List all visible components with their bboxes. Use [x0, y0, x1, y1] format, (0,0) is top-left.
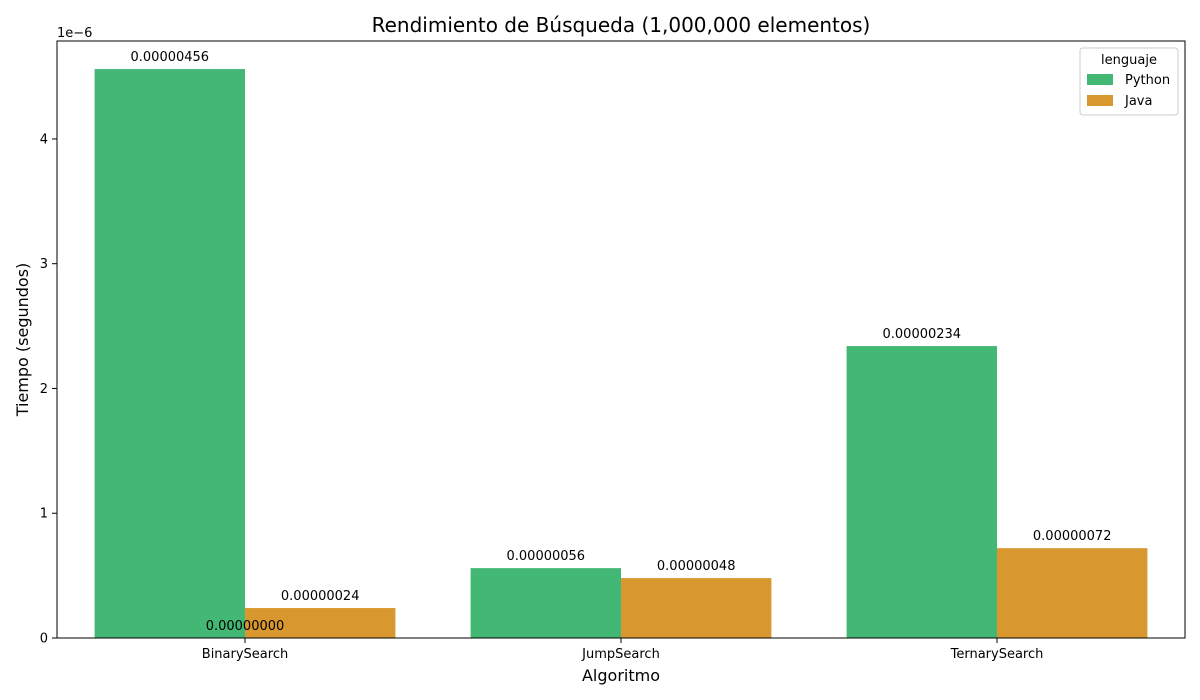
legend: lenguaje Python Java [1079, 47, 1179, 116]
bars-group [94, 69, 1148, 638]
legend-swatch-python [1087, 74, 1113, 85]
y-axis-label: Tiempo (segundos) [13, 263, 32, 418]
bar-value-label: 0.00000024 [281, 589, 360, 604]
chart-title: Rendimiento de Búsqueda (1,000,000 eleme… [372, 13, 871, 37]
legend-title: lenguaje [1101, 53, 1157, 68]
x-axis-label: Algoritmo [582, 666, 660, 685]
bar-python-ternarysearch [846, 346, 997, 638]
legend-label-java: Java [1124, 94, 1152, 109]
y-tick-label: 0 [40, 632, 48, 647]
bar-value-label: 0.00000056 [507, 549, 586, 564]
bar-java-ternarysearch [997, 548, 1148, 638]
y-axis-ticks: 0 1 2 3 4 [40, 132, 57, 647]
bar-python-jumpsearch [470, 568, 621, 638]
legend-swatch-java [1087, 95, 1113, 106]
y-tick-label: 3 [40, 257, 48, 272]
bar-labels-group: 0.00000456 0.00000056 0.00000234 0.00000024… [131, 50, 1112, 634]
bar-value-label: 0.00000234 [883, 327, 962, 342]
y-tick-label: 1 [40, 507, 48, 522]
legend-items: Python Java [1087, 73, 1170, 109]
bar-python-binarysearch [94, 69, 245, 638]
x-tick-label: TernarySearch [950, 647, 1044, 662]
y-axis-multiplier: 1e−6 [57, 26, 92, 41]
y-tick-label: 4 [40, 132, 48, 147]
bar-java-jumpsearch [621, 578, 772, 638]
legend-label-python: Python [1125, 73, 1170, 88]
x-tick-label: BinarySearch [202, 647, 288, 662]
x-axis-ticks: BinarySearch JumpSearch TernarySearch [202, 638, 1044, 662]
bar-value-label: 0.00000072 [1033, 529, 1112, 544]
zero-value-label: 0.00000000 [206, 619, 285, 634]
y-tick-label: 2 [40, 382, 48, 397]
bar-value-label: 0.00000048 [657, 559, 736, 574]
x-tick-label: JumpSearch [581, 647, 660, 662]
bar-java-binarysearch [245, 608, 396, 638]
bar-value-label: 0.00000456 [131, 50, 210, 65]
